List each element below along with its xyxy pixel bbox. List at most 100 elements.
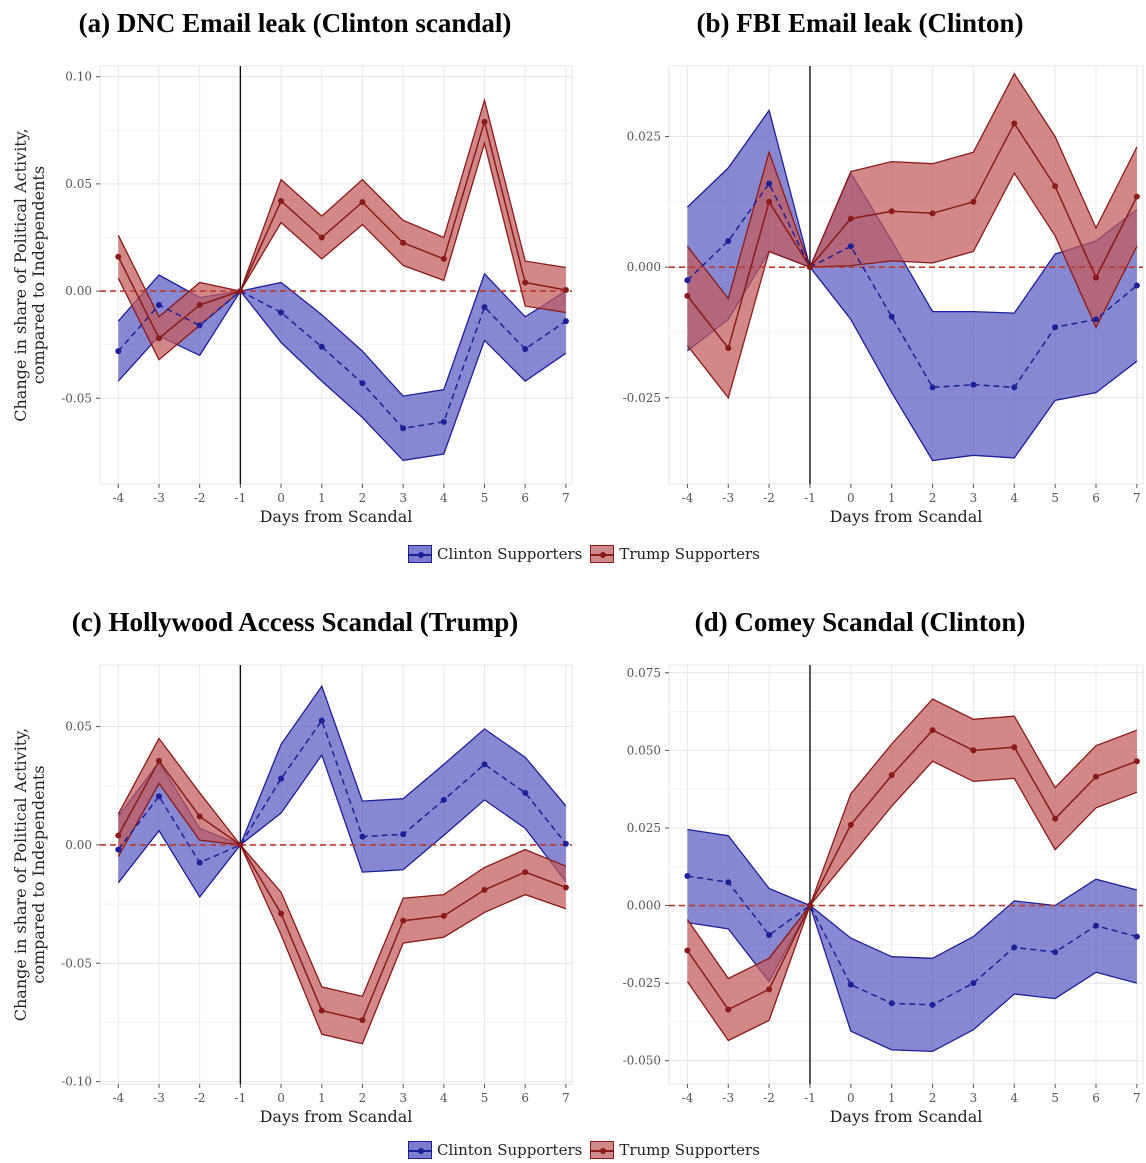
x-tick-label: 0 [847,491,855,505]
point-trump [1133,193,1140,200]
x-tick-label: -3 [722,1091,734,1105]
point-trump [522,279,529,286]
band-lower-trump [117,140,567,361]
band-clinton [118,273,566,461]
point-trump [970,198,977,205]
x-tick-label: 5 [1051,491,1059,505]
point-clinton [929,384,936,391]
panel-d-title: (d) Comey Scandal (Clinton) [694,607,1026,637]
x-tick-label: -4 [682,1091,694,1105]
y-tick-label: 0.000 [627,260,661,274]
legend-key-clinton [408,1141,432,1159]
point-trump [1093,274,1100,281]
band-lower-trump [686,171,1138,400]
x-tick-label: 1 [318,1091,326,1105]
point-clinton [929,1001,936,1008]
y-tick-label: -0.05 [61,956,92,970]
legend-item-trump: Trump Supporters [590,545,760,563]
point-trump [359,199,366,206]
chart-c: -0.10 -0.05 0.00 0.05 -4 -3 -2 -1 0 1 2 3 4 5 6 7 Days f… [11,664,573,1126]
band-upper-trump [117,97,567,318]
x-tick-label: 3 [399,1091,407,1105]
y-axis-label: compared to Independents [29,166,48,384]
point-trump [237,841,244,848]
point-trump [1133,758,1140,765]
x-tick-label: -2 [763,491,775,505]
x-tick-label: 3 [970,491,978,505]
point-trump [847,215,854,222]
legend-bottom: Clinton Supporters Trump Supporters [408,1141,768,1159]
point-clinton [1133,282,1140,289]
point-trump [684,947,691,954]
x-axis-label: Days from Scandal [830,507,983,526]
point-trump [440,912,447,919]
y-tick-label: 0.025 [627,130,661,144]
point-clinton [1052,324,1059,331]
y-axis-label: Change in share of Political Activity, [11,128,30,421]
point-clinton [359,380,366,387]
point-trump [481,118,488,125]
x-tick-label: 2 [359,491,367,505]
point-clinton [400,425,407,432]
band-lower-clinton [117,289,567,462]
point-clinton [481,304,488,311]
chart-a: -0.05 0.00 0.05 0.10 -4 -3 -2 -1 0 1 2 3 4 5 6 7 Days fr… [11,65,573,526]
legend-key-clinton [408,545,432,563]
band-clinton [687,829,1137,1052]
point-clinton [847,243,854,250]
y-tick-label: 0.075 [627,666,661,680]
legend-item-clinton: Clinton Supporters [408,545,582,563]
point-clinton [684,277,691,284]
legend-key-trump [590,545,615,563]
x-tick-label: 6 [521,1091,529,1105]
x-tick-label: 7 [1133,491,1141,505]
x-tick-label: -4 [682,491,694,505]
band-trump [687,699,1137,1041]
x-axis-label: Days from Scandal [260,507,413,526]
point-trump [400,239,407,246]
x-tick-label: -1 [235,1091,247,1105]
point-clinton [562,840,569,847]
point-trump [970,747,977,754]
x-tick-label: 7 [562,1091,570,1105]
point-clinton [725,238,732,245]
point-trump [684,292,691,299]
y-tick-label: -0.025 [623,976,661,990]
point-clinton [1011,944,1018,951]
point-trump [318,234,325,241]
point-trump [278,198,285,205]
point-clinton [196,322,203,329]
point-clinton [562,318,569,325]
y-tick-label: -0.050 [623,1054,661,1068]
legend-label-trump: Trump Supporters [619,545,760,563]
x-tick-label: 1 [888,491,896,505]
x-tick-label: 4 [1010,491,1018,505]
series-line-clinton [686,182,1138,389]
point-clinton [522,789,529,796]
point-trump [115,253,122,260]
y-axis-label: Change in share of Political Activity, [11,728,30,1021]
x-tick-label: 5 [481,491,489,505]
panel-b-title: (b) FBI Email leak (Clinton) [696,8,1024,38]
point-clinton [359,833,366,840]
y-tick-label: -0.025 [623,391,661,405]
point-trump [359,1017,366,1024]
point-trump [1011,744,1018,751]
point-clinton [278,775,285,782]
x-tick-label: -3 [153,1091,165,1105]
point-clinton [766,932,773,939]
point-trump [562,287,569,294]
y-tick-label: -0.10 [61,1075,92,1089]
point-clinton [684,873,691,880]
point-clinton [1093,316,1100,323]
y-tick-label: 0.05 [65,177,92,191]
point-trump [806,902,813,909]
x-tick-label: -1 [235,491,247,505]
point-clinton [766,180,773,187]
legend-top: Clinton Supporters Trump Supporters [408,545,768,563]
point-trump [1093,773,1100,780]
point-trump [562,884,569,891]
x-tick-label: 2 [929,491,937,505]
point-trump [888,772,895,779]
